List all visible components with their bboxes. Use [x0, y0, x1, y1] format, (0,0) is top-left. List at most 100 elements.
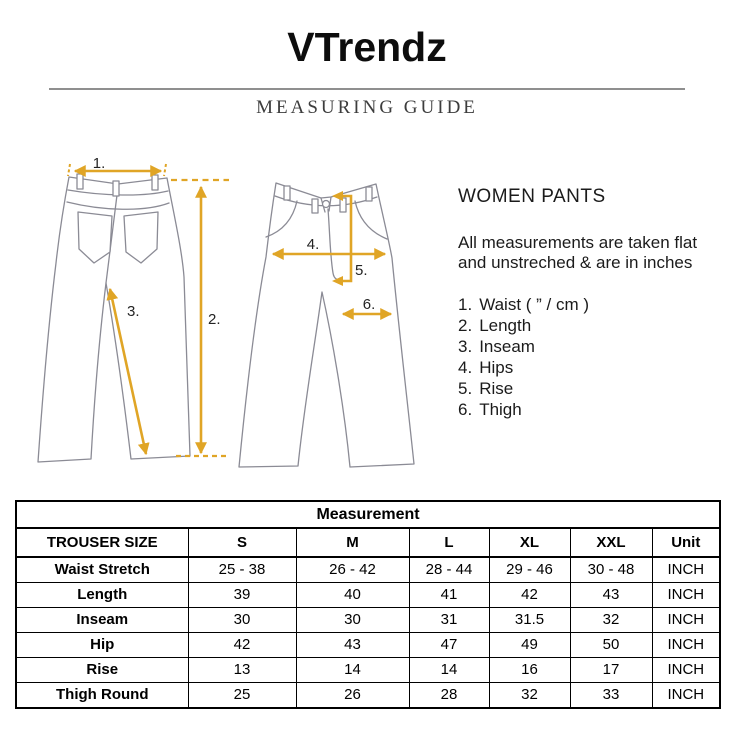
cell: 25 - 38: [187, 556, 297, 583]
list-item-number: 3.: [458, 337, 473, 356]
list-item-label: Length: [479, 316, 532, 335]
table-row: Rise 13 14 14 16 17 INCH: [15, 657, 721, 683]
brand-logo: VTrendz: [287, 24, 447, 70]
table-title: Measurement: [15, 500, 721, 529]
cell: 14: [408, 657, 490, 683]
front-measure-arrows: [271, 191, 393, 320]
cell: 26: [295, 682, 410, 709]
cell: 43: [295, 632, 410, 658]
inseam-arrow: [106, 287, 150, 456]
unit-cell: INCH: [651, 657, 721, 683]
info-block: WOMEN PANTS All measurements are taken f…: [458, 186, 734, 420]
cell: 28: [408, 682, 490, 709]
back-measure-arrows: [67, 163, 229, 458]
header-divider: [49, 88, 685, 90]
measurement-list: 1. Waist ( ” / cm ) 2. Length 3. Inseam 4. H…: [458, 294, 734, 420]
list-item-number: 1.: [458, 295, 473, 314]
table-header-row: TROUSER SIZE S M L XL XXL Unit: [15, 527, 721, 558]
table-row: Waist Stretch 25 - 38 26 - 42 28 - 44 29…: [15, 556, 721, 583]
unit-cell: INCH: [651, 582, 721, 608]
list-item: 1. Waist ( ” / cm ): [458, 294, 734, 315]
list-item-label: Inseam: [479, 337, 535, 356]
list-item-number: 6.: [458, 400, 473, 419]
list-item: 3. Inseam: [458, 336, 734, 357]
info-description-line2: and unstreched & are in inches: [458, 253, 693, 272]
table-row: Thigh Round 25 26 28 32 33 INCH: [15, 682, 721, 709]
row-label: Waist Stretch: [15, 556, 189, 583]
pants-back-diagram: 1. 2. 3.: [37, 155, 229, 463]
cell: 31.5: [488, 607, 571, 633]
cell: 28 - 44: [408, 556, 490, 583]
label-5: 5.: [355, 262, 368, 279]
list-item-number: 2.: [458, 316, 473, 335]
cell: 47: [408, 632, 490, 658]
row-label: Thigh Round: [15, 682, 189, 709]
cell: 13: [187, 657, 297, 683]
row-label: Length: [15, 582, 189, 608]
cell: 39: [187, 582, 297, 608]
back-center-seam: [105, 194, 118, 284]
row-label: Hip: [15, 632, 189, 658]
list-item: 2. Length: [458, 315, 734, 336]
row-label: Inseam: [15, 607, 189, 633]
cell: 30 - 48: [569, 556, 653, 583]
cell: 29 - 46: [488, 556, 571, 583]
cell: 30: [187, 607, 297, 633]
unit-cell: INCH: [651, 556, 721, 583]
column-header: S: [187, 527, 297, 558]
unit-cell: INCH: [651, 632, 721, 658]
cell: 26 - 42: [295, 556, 410, 583]
list-item: 6. Thigh: [458, 399, 734, 420]
table-row: Inseam 30 30 31 31.5 32 INCH: [15, 607, 721, 633]
cell: 31: [408, 607, 490, 633]
list-item-label: Waist ( ” / cm ): [479, 295, 590, 314]
list-item-label: Hips: [479, 358, 514, 377]
column-header: XXL: [569, 527, 653, 558]
column-header: L: [408, 527, 490, 558]
cell: 14: [295, 657, 410, 683]
measurement-table: Measurement TROUSER SIZE S M L XL XXL Un…: [15, 500, 722, 709]
pants-back-outline: [37, 173, 191, 463]
table-title-row: Measurement: [15, 500, 721, 529]
cell: 43: [569, 582, 653, 608]
list-item-number: 4.: [458, 358, 473, 377]
cell: 25: [187, 682, 297, 709]
waist-button: [321, 199, 331, 209]
cell: 42: [488, 582, 571, 608]
back-pocket-left: [77, 211, 113, 264]
front-pocket-right: [354, 200, 388, 240]
label-6: 6.: [363, 296, 376, 313]
column-header: XL: [488, 527, 571, 558]
row-label: Rise: [15, 657, 189, 683]
table-row: Length 39 40 41 42 43 INCH: [15, 582, 721, 608]
column-header: Unit: [651, 527, 721, 558]
label-1: 1.: [93, 155, 106, 172]
info-description-line1: All measurements are taken flat: [458, 233, 698, 252]
cell: 32: [569, 607, 653, 633]
front-pocket-left: [265, 200, 298, 238]
cell: 41: [408, 582, 490, 608]
cell: 30: [295, 607, 410, 633]
column-header: TROUSER SIZE: [15, 527, 189, 558]
label-3: 3.: [127, 303, 140, 320]
rise-arrow: [332, 191, 353, 286]
cell: 49: [488, 632, 571, 658]
list-item-number: 5.: [458, 379, 473, 398]
cell: 17: [569, 657, 653, 683]
cell: 16: [488, 657, 571, 683]
list-item: 4. Hips: [458, 357, 734, 378]
unit-cell: INCH: [651, 607, 721, 633]
back-pocket-right: [123, 211, 159, 264]
pants-front-diagram: 4. 5. 6.: [238, 182, 415, 468]
column-header: M: [295, 527, 410, 558]
cell: 50: [569, 632, 653, 658]
unit-cell: INCH: [651, 682, 721, 709]
cell: 42: [187, 632, 297, 658]
label-2: 2.: [208, 311, 221, 328]
label-4: 4.: [307, 236, 320, 253]
table-row: Hip 42 43 47 49 50 INCH: [15, 632, 721, 658]
cell: 40: [295, 582, 410, 608]
info-title: WOMEN PANTS: [458, 186, 606, 207]
cell: 32: [488, 682, 571, 709]
